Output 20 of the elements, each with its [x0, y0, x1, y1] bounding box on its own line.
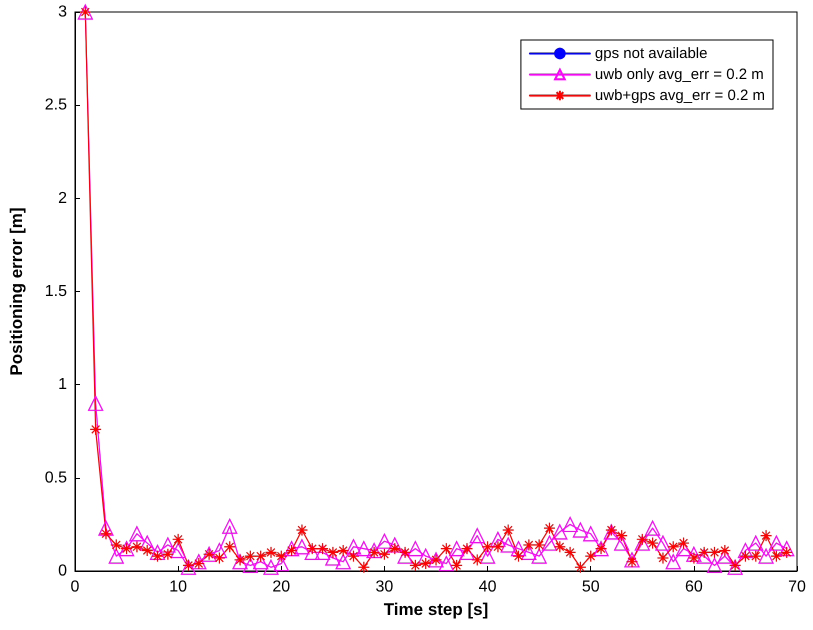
y-tick-label: 3	[58, 4, 68, 20]
legend-label: uwb only avg_err = 0.2 m	[594, 66, 764, 83]
x-tick-label: 20	[272, 578, 290, 596]
legend-label: uwb+gps avg_err = 0.2 m	[594, 87, 766, 104]
y-tick-label: 1.5	[44, 283, 68, 300]
y-tick-label: 0.5	[44, 469, 68, 486]
x-tick-label: 0	[70, 578, 80, 596]
x-tick-label: 10	[169, 578, 188, 596]
x-tick-label: 40	[478, 578, 497, 596]
y-tick-label: 0	[58, 562, 68, 580]
x-axis-title: Time step [s]	[384, 600, 488, 619]
x-tick-label: 60	[684, 578, 703, 596]
y-axis-title: Positioning error [m]	[7, 207, 26, 376]
x-tick-label: 50	[582, 578, 600, 596]
y-tick-label: 1	[58, 376, 68, 394]
y-tick-label: 2.5	[44, 96, 68, 114]
y-tick-label: 2	[58, 190, 68, 207]
x-tick-label: 30	[376, 578, 394, 596]
x-tick-label: 70	[788, 578, 806, 596]
legend-label: gps not available	[594, 45, 708, 62]
